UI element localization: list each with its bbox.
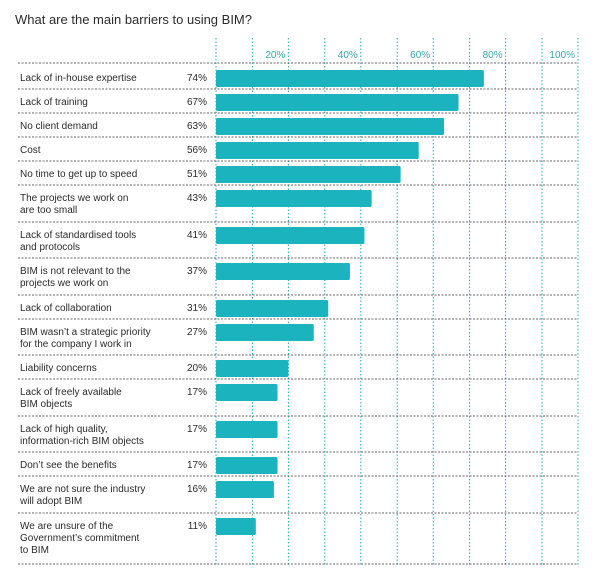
category-label: BIM objects <box>20 399 72 410</box>
bar-row: Lack of collaboration 31% <box>18 300 578 320</box>
row-layer: Lack of in-house expertise 74% Lack of tra… <box>18 62 578 565</box>
bar <box>216 118 445 135</box>
category-label: BIM is not relevant to the <box>20 266 131 277</box>
value-label: 17% <box>187 387 207 398</box>
category-label: information-rich BIM objects <box>20 436 144 447</box>
x-tick-label: 40% <box>338 50 358 61</box>
bar <box>216 421 278 438</box>
bar <box>216 190 372 207</box>
bar <box>216 300 329 317</box>
bar <box>216 166 401 183</box>
bar <box>216 360 289 377</box>
category-label: Lack of collaboration <box>20 303 112 314</box>
value-label: 16% <box>187 484 207 495</box>
bar-row: Lack of in-house expertise 74% <box>18 70 578 90</box>
x-tick-label: 60% <box>410 50 430 61</box>
value-label: 63% <box>187 121 207 132</box>
value-label: 51% <box>187 169 207 180</box>
category-label: Lack of in-house expertise <box>20 73 137 84</box>
value-label: 20% <box>187 363 207 374</box>
bar <box>216 263 350 280</box>
value-label: 37% <box>187 266 207 277</box>
category-label: We are unsure of the <box>20 521 114 532</box>
category-label: Government’s commitment <box>20 533 140 544</box>
value-label: 27% <box>187 327 207 338</box>
value-label: 43% <box>187 193 207 204</box>
x-tick-label: 100% <box>549 50 575 61</box>
category-label: and protocols <box>20 242 80 253</box>
x-tick-label: 80% <box>483 50 503 61</box>
category-label: Cost <box>20 145 41 156</box>
value-label: 17% <box>187 424 207 435</box>
bar <box>216 324 314 341</box>
value-label: 11% <box>188 521 207 532</box>
value-label: 31% <box>187 303 207 314</box>
value-label: 17% <box>187 460 207 471</box>
x-tick-label: 20% <box>265 50 285 61</box>
category-label: Lack of high quality, <box>20 424 108 435</box>
bar-row: Cost 56% <box>18 142 578 162</box>
bar-row: Don’t see the benefits 17% <box>18 457 578 477</box>
bar-row: Lack of training 67% <box>18 94 578 114</box>
category-label: The projects we work on <box>20 193 128 204</box>
category-label: Lack of freely available <box>20 387 122 398</box>
category-label: Lack of standardised tools <box>20 230 136 241</box>
bar-row: Liability concerns 20% <box>18 360 578 380</box>
category-label: for the company I work in <box>20 339 132 350</box>
value-label: 67% <box>187 97 207 108</box>
value-label: 74% <box>187 73 207 84</box>
category-label: are too small <box>20 205 77 216</box>
bar-row: No time to get up to speed 51% <box>18 166 578 186</box>
category-label: No client demand <box>20 121 98 132</box>
category-label: BIM wasn’t a strategic priority <box>20 327 151 338</box>
category-label: We are not sure the industry <box>20 484 145 495</box>
category-label: Don’t see the benefits <box>20 460 117 471</box>
category-label: Liability concerns <box>20 363 97 374</box>
category-label: Lack of training <box>20 97 88 108</box>
bar <box>216 94 459 111</box>
category-label: No time to get up to speed <box>20 169 137 180</box>
bar <box>216 518 256 535</box>
bar <box>216 384 278 401</box>
chart-title: What are the main barriers to using BIM? <box>15 12 252 27</box>
bar-row: Lack of high quality,information-rich BI… <box>18 421 578 453</box>
bar <box>216 70 484 87</box>
bar-row: No client demand 63% <box>18 118 578 138</box>
category-label: projects we work on <box>20 278 108 289</box>
bar <box>216 142 419 159</box>
category-label: will adopt BIM <box>19 496 82 507</box>
value-label: 41% <box>187 230 207 241</box>
value-label: 56% <box>187 145 207 156</box>
bar <box>216 227 365 244</box>
bar <box>216 481 274 498</box>
tick-label-layer: 20% 40% 60% 80% 100% <box>265 50 575 61</box>
category-label: to BIM <box>20 545 49 556</box>
bar <box>216 457 278 474</box>
